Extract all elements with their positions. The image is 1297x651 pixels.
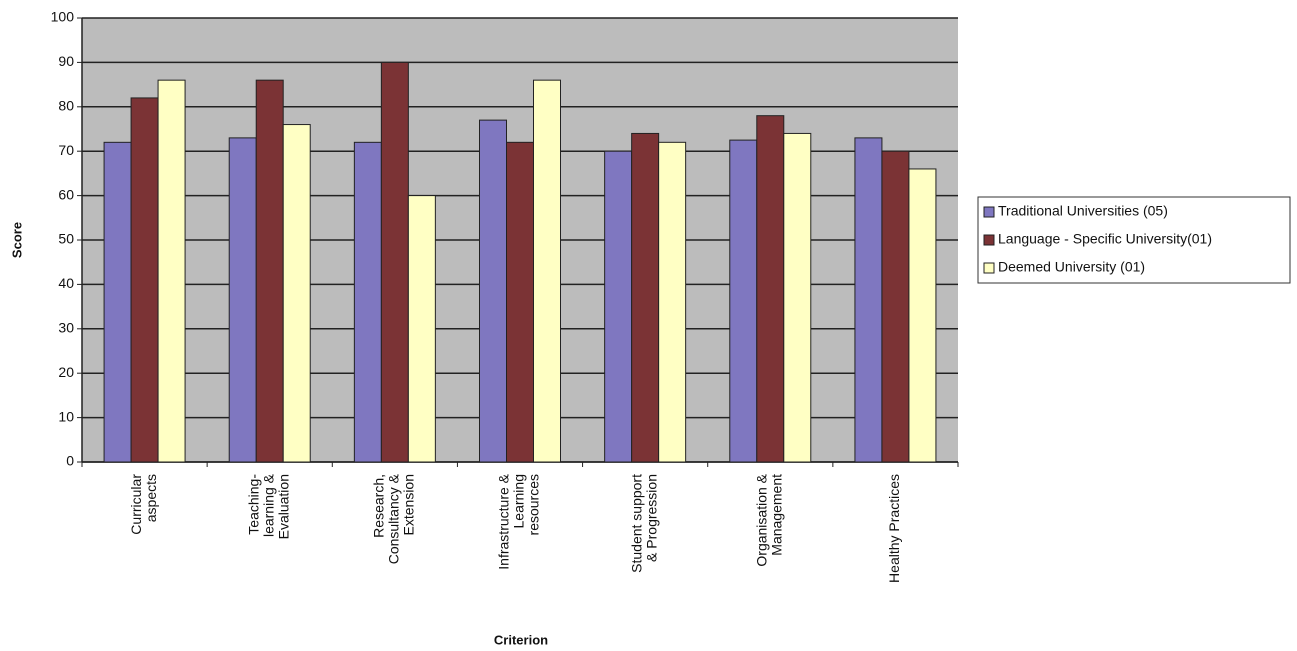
bar [130,97,159,463]
bar [533,79,561,463]
legend-label: Language - Specific University(01) [998,231,1212,247]
bar [631,132,660,463]
bar [658,141,687,463]
x-tick-label: Teaching- [245,474,261,535]
y-tick-label: 40 [58,275,74,291]
bar [407,195,436,463]
x-tick-label: aspects [143,474,159,522]
x-tick-label: learning & [260,473,276,537]
legend-label: Traditional Universities (05) [998,203,1168,219]
bar [157,79,186,463]
y-axis-title: Score [9,222,24,258]
bar [756,115,785,463]
x-tick-label: Extension [401,474,417,535]
bar [881,150,910,463]
x-tick-label: Curricular [128,474,144,535]
y-tick-label: 30 [58,320,74,336]
bar [282,124,311,463]
y-tick-label: 10 [58,408,74,424]
bar [479,119,507,463]
legend [977,196,1291,284]
y-tick-label: 90 [58,53,74,69]
x-tick-label: Infrastructure & [496,473,512,569]
y-tick-label: 60 [58,186,74,202]
x-tick-label: Management [768,474,784,556]
x-tick-label: Healthy Practices [886,474,902,583]
bar [854,137,883,463]
y-tick-label: 100 [51,9,75,25]
x-tick-label: Research, [371,474,387,538]
legend-swatch [983,206,995,218]
bar [604,150,633,463]
y-tick-label: 80 [58,98,74,114]
bar [255,79,284,463]
x-tick-label: Organisation & [753,473,769,566]
bar [908,168,937,463]
x-tick-label: Consultancy & [386,473,402,564]
bar [103,141,132,463]
bar [783,132,812,463]
bar [380,61,409,463]
bar [353,141,382,463]
x-tick-label: & Progression [643,474,659,562]
y-tick-label: 50 [58,231,74,247]
y-tick-label: 0 [66,453,74,469]
legend-swatch [983,234,995,246]
x-tick-label: Learning [511,474,527,529]
x-axis-title: Criterion [494,632,548,647]
x-tick-label: Student support [628,474,644,573]
x-tick-label: resources [526,474,542,535]
x-tick-label: Evaluation [275,474,291,539]
legend-swatch [983,262,995,274]
bar [506,141,534,463]
bar [729,139,758,463]
legend-label: Deemed University (01) [998,259,1145,275]
bar [228,137,257,463]
y-tick-label: 20 [58,364,74,380]
y-tick-label: 70 [58,142,74,158]
